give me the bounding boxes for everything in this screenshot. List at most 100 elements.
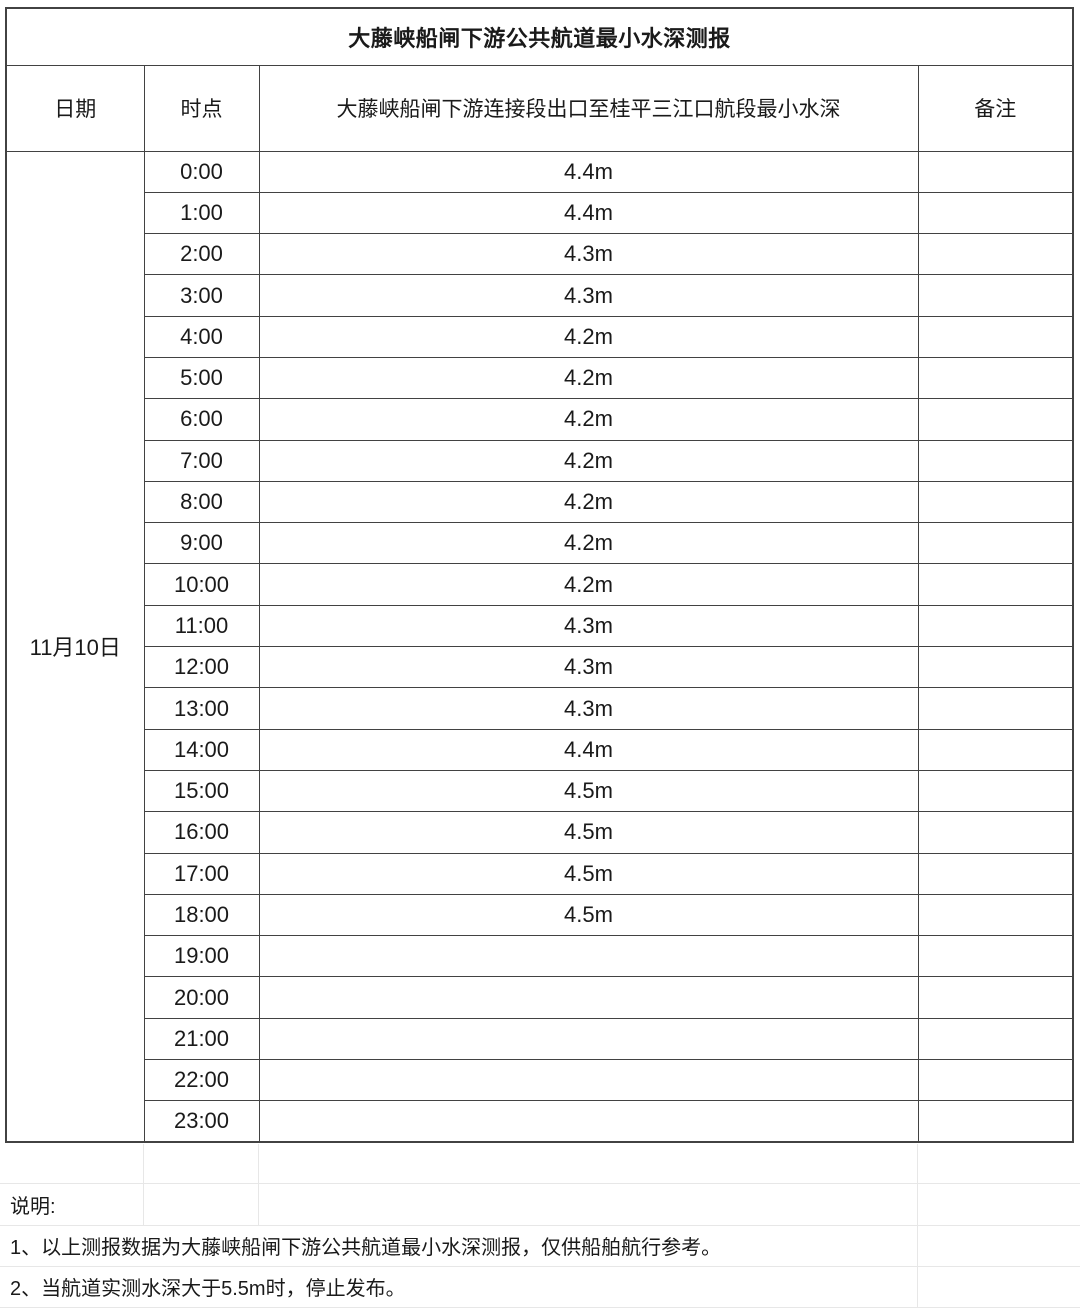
time-cell: 14:00 <box>143 728 260 771</box>
depth-cell: 4.5m <box>258 893 919 937</box>
column-header-date: 日期 <box>5 64 145 152</box>
table-row: 15:00 4.5m <box>6 769 1074 813</box>
depth-cell: 4.4m <box>258 150 919 193</box>
table-row: 3:00 4.3m <box>6 274 1074 317</box>
gridline-horizontal <box>0 1266 1080 1267</box>
time-cell: 20:00 <box>143 976 260 1019</box>
remark-cell <box>917 687 1074 730</box>
remark-cell <box>917 522 1074 565</box>
gridline-vertical <box>917 1144 918 1307</box>
gridline-horizontal <box>0 1183 1080 1184</box>
table-row: 11:00 4.3m <box>6 604 1074 648</box>
table-row: 5:00 4.2m <box>6 356 1074 400</box>
table-row: 4:00 4.2m <box>6 315 1074 358</box>
table-row: 2:00 4.3m <box>6 233 1074 276</box>
remark-cell <box>917 1059 1074 1102</box>
gridline-vertical <box>143 1144 144 1225</box>
remark-cell <box>917 728 1074 771</box>
note-item-1: 1、以上测报数据为大藤峡船闸下游公共航道最小水深测报，仅供船舶航行参考。 <box>10 1237 722 1259</box>
remark-cell <box>917 191 1074 235</box>
table-row: 23:00 <box>6 1100 1074 1143</box>
remark-cell <box>917 646 1074 689</box>
column-header-remark: 备注 <box>917 64 1074 152</box>
remark-cell <box>917 315 1074 358</box>
remark-cell <box>917 893 1074 937</box>
time-cell: 21:00 <box>143 1017 260 1061</box>
depth-cell: 4.2m <box>258 522 919 565</box>
table-row: 14:00 4.4m <box>6 728 1074 771</box>
remark-cell <box>917 439 1074 482</box>
depth-cell: 4.2m <box>258 480 919 524</box>
table-row: 9:00 4.2m <box>6 522 1074 565</box>
depth-cell: 4.3m <box>258 687 919 730</box>
time-cell: 8:00 <box>143 480 260 524</box>
notes-label: 说明: <box>10 1196 56 1218</box>
time-cell: 23:00 <box>143 1100 260 1143</box>
time-cell: 12:00 <box>143 646 260 689</box>
table-row: 19:00 <box>6 935 1074 978</box>
depth-cell: 4.5m <box>258 769 919 813</box>
column-header-time: 时点 <box>143 64 260 152</box>
table-row: 10:00 4.2m <box>6 563 1074 606</box>
time-cell: 4:00 <box>143 315 260 358</box>
depth-cell: 4.2m <box>258 398 919 441</box>
depth-cell <box>258 1017 919 1061</box>
depth-cell: 4.3m <box>258 604 919 648</box>
remark-cell <box>917 274 1074 317</box>
time-cell: 22:00 <box>143 1059 260 1102</box>
depth-cell: 4.2m <box>258 315 919 358</box>
date-cell: 11月10日 <box>5 150 145 1143</box>
depth-cell <box>258 976 919 1019</box>
remark-cell <box>917 356 1074 400</box>
remark-cell <box>917 976 1074 1019</box>
remark-cell <box>917 769 1074 813</box>
depth-cell <box>258 1059 919 1102</box>
depth-cell: 4.5m <box>258 852 919 895</box>
depth-cell: 4.2m <box>258 356 919 400</box>
remark-cell <box>917 1017 1074 1061</box>
remark-cell <box>917 852 1074 895</box>
remark-cell <box>917 233 1074 276</box>
remark-cell <box>917 935 1074 978</box>
time-cell: 18:00 <box>143 893 260 937</box>
time-cell: 11:00 <box>143 604 260 648</box>
gridline-vertical <box>258 1144 259 1225</box>
time-cell: 16:00 <box>143 811 260 854</box>
table-row: 13:00 4.3m <box>6 687 1074 730</box>
page-title: 大藤峡船闸下游公共航道最小水深测报 <box>5 7 1074 66</box>
time-cell: 17:00 <box>143 852 260 895</box>
depth-cell <box>258 935 919 978</box>
title-row: 大藤峡船闸下游公共航道最小水深测报 <box>5 7 1074 66</box>
time-cell: 5:00 <box>143 356 260 400</box>
table-row: 7:00 4.2m <box>6 439 1074 482</box>
gridline-horizontal <box>0 1225 1080 1226</box>
time-cell: 2:00 <box>143 233 260 276</box>
time-cell: 13:00 <box>143 687 260 730</box>
depth-cell <box>258 1100 919 1143</box>
depth-cell: 4.4m <box>258 728 919 771</box>
table-row: 6:00 4.2m <box>6 398 1074 441</box>
time-cell: 19:00 <box>143 935 260 978</box>
gridline-horizontal <box>0 1307 1080 1308</box>
depth-cell: 4.2m <box>258 439 919 482</box>
column-header-depth: 大藤峡船闸下游连接段出口至桂平三江口航段最小水深 <box>258 64 919 152</box>
time-cell: 3:00 <box>143 274 260 317</box>
table-row: 12:00 4.3m <box>6 646 1074 689</box>
table-row: 16:00 4.5m <box>6 811 1074 854</box>
table-row: 18:00 4.5m <box>6 893 1074 937</box>
remark-cell <box>917 563 1074 606</box>
remark-cell <box>917 398 1074 441</box>
header-row: 日期 时点 大藤峡船闸下游连接段出口至桂平三江口航段最小水深 备注 <box>5 64 1074 152</box>
remark-cell <box>917 604 1074 648</box>
table-row: 21:00 <box>6 1017 1074 1061</box>
time-cell: 0:00 <box>143 150 260 193</box>
table-row: 11月10日 0:00 4.4m <box>5 150 1074 1143</box>
depth-cell: 4.2m <box>258 563 919 606</box>
table-row: 22:00 <box>6 1059 1074 1102</box>
time-cell: 15:00 <box>143 769 260 813</box>
time-cell: 10:00 <box>143 563 260 606</box>
time-cell: 9:00 <box>143 522 260 565</box>
time-cell: 7:00 <box>143 439 260 482</box>
depth-cell: 4.4m <box>258 191 919 235</box>
